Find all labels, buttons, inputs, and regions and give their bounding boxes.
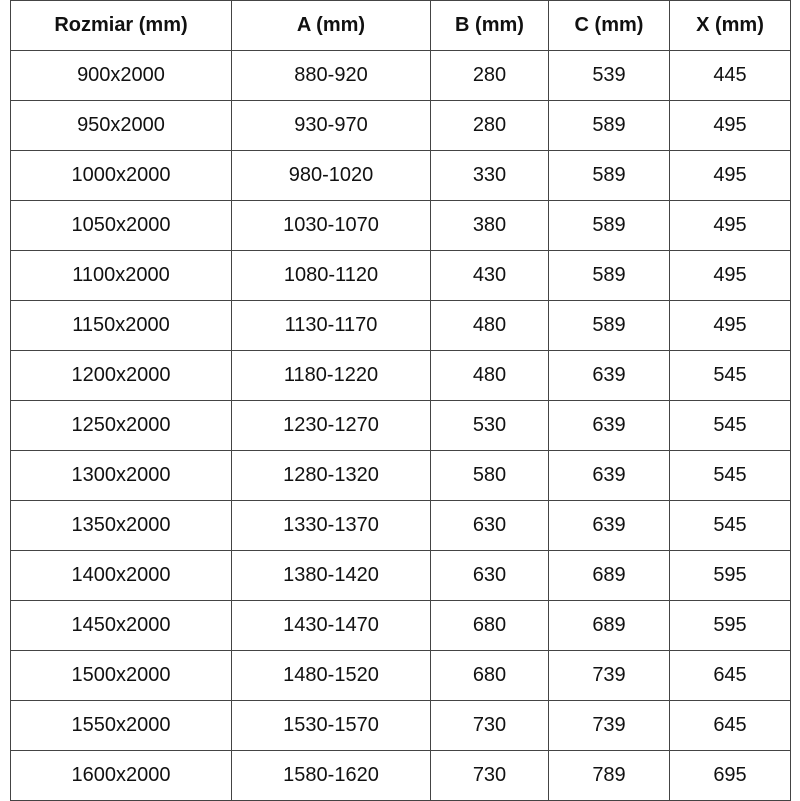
table-cell: 545 — [669, 500, 791, 551]
table-cell: 280 — [430, 100, 549, 151]
table-cell: 639 — [548, 400, 670, 451]
table-cell: 1030-1070 — [231, 200, 431, 251]
table-cell: 639 — [548, 500, 670, 551]
table-cell: 1450x2000 — [10, 600, 232, 651]
table-cell: 630 — [430, 500, 549, 551]
table-cell: 689 — [548, 600, 670, 651]
table-cell: 589 — [548, 150, 670, 201]
table-cell: 1080-1120 — [231, 250, 431, 301]
table-cell: 1230-1270 — [231, 400, 431, 451]
table-cell: 1050x2000 — [10, 200, 232, 251]
table-cell: 739 — [548, 700, 670, 751]
table-row: 1400x2000 1380-1420 630 689 595 — [10, 550, 791, 601]
table-cell: 1580-1620 — [231, 750, 431, 801]
table-cell: 1500x2000 — [10, 650, 232, 701]
table-cell: 639 — [548, 450, 670, 501]
table-cell: 589 — [548, 200, 670, 251]
column-header: A (mm) — [231, 0, 431, 51]
table-cell: 880-920 — [231, 50, 431, 101]
table-row: 950x2000 930-970 280 589 495 — [10, 100, 791, 151]
table-cell: 1550x2000 — [10, 700, 232, 751]
table-cell: 589 — [548, 300, 670, 351]
column-header: X (mm) — [669, 0, 791, 51]
table-cell: 789 — [548, 750, 670, 801]
table-cell: 739 — [548, 650, 670, 701]
table-cell: 1100x2000 — [10, 250, 232, 301]
table-cell: 1150x2000 — [10, 300, 232, 351]
table-cell: 589 — [548, 100, 670, 151]
table-row: 1450x2000 1430-1470 680 689 595 — [10, 600, 791, 651]
table-cell: 1130-1170 — [231, 300, 431, 351]
table-cell: 380 — [430, 200, 549, 251]
table-cell: 280 — [430, 50, 549, 101]
table-cell: 495 — [669, 200, 791, 251]
table-row: 1050x2000 1030-1070 380 589 495 — [10, 200, 791, 251]
table-cell: 950x2000 — [10, 100, 232, 151]
table-cell: 580 — [430, 450, 549, 501]
table-cell: 1350x2000 — [10, 500, 232, 551]
table-cell: 539 — [548, 50, 670, 101]
table-cell: 1400x2000 — [10, 550, 232, 601]
table-cell: 495 — [669, 100, 791, 151]
table-cell: 530 — [430, 400, 549, 451]
table-cell: 545 — [669, 450, 791, 501]
table-cell: 545 — [669, 350, 791, 401]
table-row: 900x2000 880-920 280 539 445 — [10, 50, 791, 101]
table-cell: 589 — [548, 250, 670, 301]
table-row: 1100x2000 1080-1120 430 589 495 — [10, 250, 791, 301]
table-cell: 645 — [669, 700, 791, 751]
table-cell: 495 — [669, 150, 791, 201]
table-row: 1350x2000 1330-1370 630 639 545 — [10, 500, 791, 551]
table-cell: 495 — [669, 300, 791, 351]
table-cell: 545 — [669, 400, 791, 451]
table-cell: 900x2000 — [10, 50, 232, 101]
table-cell: 689 — [548, 550, 670, 601]
table-cell: 330 — [430, 150, 549, 201]
table-row: 1250x2000 1230-1270 530 639 545 — [10, 400, 791, 451]
table-cell: 480 — [430, 300, 549, 351]
column-header: B (mm) — [430, 0, 549, 51]
table-cell: 495 — [669, 250, 791, 301]
table-cell: 1300x2000 — [10, 450, 232, 501]
table-row: 1600x2000 1580-1620 730 789 695 — [10, 750, 791, 801]
table-cell: 1330-1370 — [231, 500, 431, 551]
table-cell: 1200x2000 — [10, 350, 232, 401]
table-cell: 1480-1520 — [231, 650, 431, 701]
column-header: Rozmiar (mm) — [10, 0, 232, 51]
column-header: C (mm) — [548, 0, 670, 51]
table-cell: 695 — [669, 750, 791, 801]
table-cell: 1380-1420 — [231, 550, 431, 601]
table-cell: 1430-1470 — [231, 600, 431, 651]
table-cell: 1000x2000 — [10, 150, 232, 201]
table-cell: 930-970 — [231, 100, 431, 151]
table-cell: 1530-1570 — [231, 700, 431, 751]
header-row: Rozmiar (mm) A (mm) B (mm) C (mm) X (mm) — [10, 0, 791, 51]
table-cell: 980-1020 — [231, 150, 431, 201]
table-cell: 730 — [430, 750, 549, 801]
table-cell: 1280-1320 — [231, 450, 431, 501]
table-cell: 1600x2000 — [10, 750, 232, 801]
table-cell: 595 — [669, 600, 791, 651]
table-cell: 480 — [430, 350, 549, 401]
table-cell: 445 — [669, 50, 791, 101]
table-cell: 680 — [430, 600, 549, 651]
table-cell: 639 — [548, 350, 670, 401]
table-cell: 730 — [430, 700, 549, 751]
table-cell: 430 — [430, 250, 549, 301]
table-row: 1550x2000 1530-1570 730 739 645 — [10, 700, 791, 751]
table-row: 1300x2000 1280-1320 580 639 545 — [10, 450, 791, 501]
table-cell: 680 — [430, 650, 549, 701]
table-row: 1000x2000 980-1020 330 589 495 — [10, 150, 791, 201]
table-cell: 645 — [669, 650, 791, 701]
table-row: 1500x2000 1480-1520 680 739 645 — [10, 650, 791, 701]
table-cell: 1180-1220 — [231, 350, 431, 401]
dimensions-table: Rozmiar (mm) A (mm) B (mm) C (mm) X (mm) 900… — [10, 0, 791, 801]
table-row: 1200x2000 1180-1220 480 639 545 — [10, 350, 791, 401]
table-cell: 1250x2000 — [10, 400, 232, 451]
table-cell: 595 — [669, 550, 791, 601]
table-cell: 630 — [430, 550, 549, 601]
table-row: 1150x2000 1130-1170 480 589 495 — [10, 300, 791, 351]
